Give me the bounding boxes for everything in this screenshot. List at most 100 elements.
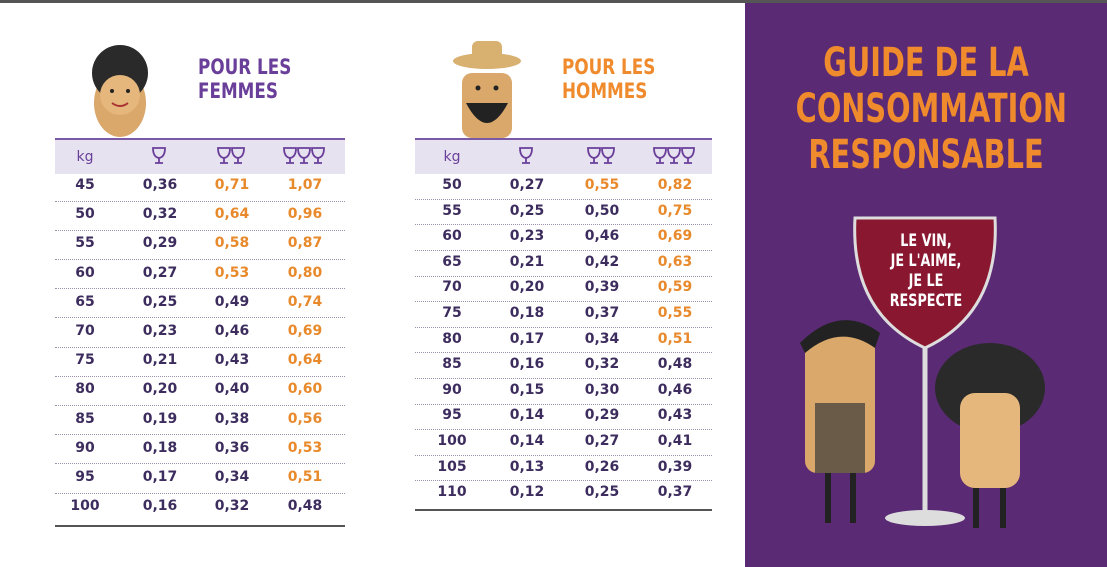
glass-icon [587,147,615,164]
row-separator [55,200,345,202]
kg-cell: 75 [75,352,95,369]
slogan-line: JE LE [908,271,944,291]
kg-cell: 65 [442,253,462,270]
value-cell: 0,25 [509,202,545,219]
man-figure [453,41,521,138]
value-cell: 0,64 [287,352,323,369]
row-separator [55,288,345,290]
slogan-line: RESPECTE [889,291,963,311]
value-cell: 0,71 [214,177,250,193]
value-cell: 0,25 [142,293,178,310]
value-cell: 0,43 [214,352,250,369]
value-cell: 0,46 [657,381,693,398]
value-cell: 0,12 [509,484,545,501]
kg-cell: 45 [75,177,95,193]
kg-cell: 50 [75,206,95,223]
value-cell: 0,64 [214,206,250,223]
value-cell: 0,16 [509,356,545,373]
glass-icon [653,147,695,164]
value-cell: 0,41 [657,433,693,449]
kg-cell: 55 [75,235,95,252]
value-cell: 0,15 [509,381,545,398]
value-cell: 0,53 [214,264,250,281]
value-cell: 0,55 [584,177,620,193]
value-cell: 0,48 [287,498,323,515]
row-separator [415,301,712,303]
kg-cell: 80 [75,381,95,398]
value-cell: 0,14 [509,407,545,424]
value-cell: 0,27 [509,177,545,193]
row-separator [55,229,345,231]
value-cell: 0,39 [584,279,620,296]
row-separator [415,403,712,405]
value-cell: 0,46 [584,228,620,245]
panel-illustration [800,216,1045,528]
title-line: POUR LES [198,55,292,79]
value-cell: 0,75 [657,202,693,219]
value-cell: 1,07 [287,177,323,193]
value-cell: 0,49 [214,293,250,310]
value-cell: 0,82 [657,177,693,193]
value-cell: 0,26 [584,458,620,475]
row-separator [415,250,712,251]
value-cell: 0,96 [287,206,323,223]
slogan-line: LE VIN, [900,231,952,251]
kg-cell: 75 [442,305,462,321]
value-cell: 0,13 [509,458,545,475]
value-cell: 0,48 [657,356,693,373]
table-bottom [415,508,712,511]
row-separator [415,275,712,277]
title-line: HOMMES [562,79,648,103]
value-cell: 0,58 [214,235,250,252]
value-cell: 0,18 [509,305,545,321]
value-cell: 0,40 [214,381,250,398]
glass-icon [217,147,245,164]
value-cell: 0,32 [584,356,620,373]
value-cell: 0,27 [142,264,178,281]
kg-cell: 90 [75,439,95,456]
row-separator [55,346,345,348]
row-separator [415,378,712,379]
header-cell: kg [443,149,461,165]
woman-figure [92,45,148,137]
kg-cell: 100 [70,498,100,515]
title-line: POUR LES [562,55,656,79]
guide-panel: GUIDE DE LA CONSOMMATION RESPONSABLE LE … [745,3,1107,567]
row-separator [415,198,712,200]
title-line: FEMMES [198,79,278,103]
row-separator [55,463,345,465]
panel-title: GUIDE DE LA [823,40,1029,86]
value-cell: 0,14 [509,433,545,449]
panel-title: RESPONSABLE [808,132,1044,178]
glass-icon [152,147,166,164]
value-cell: 0,23 [142,323,178,339]
value-cell: 0,69 [287,323,323,339]
value-cell: 0,53 [287,439,323,456]
value-cell: 0,42 [584,253,620,270]
kg-cell: 65 [75,293,95,310]
row-separator [55,375,345,377]
kg-cell: 110 [437,484,467,501]
value-cell: 0,43 [657,407,693,424]
row-separator [415,429,712,431]
value-cell: 0,38 [214,410,250,427]
row-separator [415,326,712,328]
value-cell: 0,32 [214,498,250,515]
value-cell: 0,37 [657,484,693,501]
kg-cell: 80 [442,330,462,347]
row-separator [55,259,345,260]
kg-cell: 50 [442,177,462,193]
glass-icon [519,147,533,164]
kg-cell: 95 [442,407,462,424]
value-cell: 0,17 [142,469,178,485]
glass-icon [283,147,325,164]
value-cell: 0,23 [509,228,545,245]
row-separator [55,317,345,319]
value-cell: 0,63 [657,253,693,270]
panel-title: CONSOMMATION [795,86,1067,132]
row-separator [55,405,345,406]
value-cell: 0,36 [214,439,250,456]
men-title: POUR LES HOMMES [562,55,655,103]
value-cell: 0,19 [142,410,178,427]
